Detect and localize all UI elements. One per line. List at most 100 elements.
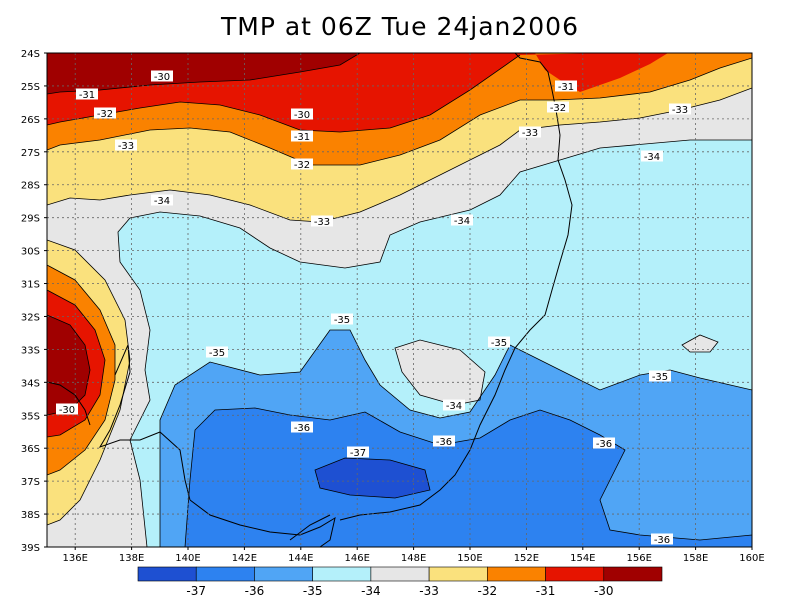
contour-label-bg <box>151 70 173 82</box>
colorbar-label: -36 <box>245 584 265 598</box>
lat-tick-label: 28S <box>21 181 40 192</box>
lon-tick-label: 136E <box>62 553 87 564</box>
colorbar-swatch <box>428 566 488 582</box>
contour-label-bg <box>291 158 313 170</box>
contour-label-bg <box>443 399 465 411</box>
contour-label-bg <box>151 194 173 206</box>
contour-line <box>117 139 752 547</box>
contour-label: -33 <box>672 105 688 116</box>
contour-label-bg <box>651 533 673 545</box>
contour-line <box>47 57 752 166</box>
contour-line <box>47 53 361 95</box>
colorbar-swatch <box>195 566 255 582</box>
contour-label-bg <box>547 101 569 113</box>
colorbar-label: -37 <box>186 584 206 598</box>
contour-label: -30 <box>294 110 310 121</box>
lat-tick-label: 31S <box>21 280 40 291</box>
colorbar-label: -31 <box>536 584 556 598</box>
lat-tick-label: 36S <box>21 444 40 455</box>
contour-label-bg <box>94 107 116 119</box>
contour-label: -36 <box>596 439 612 450</box>
contour-line <box>681 334 719 353</box>
contour-label: -34 <box>446 401 462 412</box>
contour-label-bg <box>311 215 333 227</box>
contour-label-layer: -30-31-32 -30-31-32-31-32-33-33-34-33-34-… <box>56 70 691 546</box>
longitude-axis: 136E 138E 140E 142E 144E 146E 148E 150E 152E 154E… <box>62 547 765 564</box>
contour-label-bg <box>669 103 691 115</box>
lat-tick-label: 38S <box>21 510 40 521</box>
contour-label: -35 <box>209 348 225 359</box>
lon-tick-label: 152E <box>514 553 539 564</box>
contour-label-bg <box>347 446 369 458</box>
contour-label-bg <box>451 214 473 226</box>
contour-label: -34 <box>454 216 470 227</box>
colorbar-label: -35 <box>303 584 323 598</box>
contour-line <box>47 289 106 438</box>
state-boundary <box>289 514 331 541</box>
contour-label: -34 <box>644 152 660 163</box>
lon-tick-label: 158E <box>683 553 708 564</box>
colorbar-label: -33 <box>419 584 439 598</box>
contour-label: -36 <box>294 423 310 434</box>
contour-label-bg <box>649 370 671 382</box>
colorbar-swatch <box>545 566 605 582</box>
colorbar: -37 -36 -35 -34 -33 -32 -31 -30 <box>137 566 663 598</box>
contour-label: -32 <box>294 160 310 171</box>
contour-label: -30 <box>59 405 75 416</box>
band-minus33-to-minus34 <box>395 340 485 405</box>
lat-tick-label: 25S <box>21 82 40 93</box>
lon-tick-label: 154E <box>570 553 595 564</box>
contour-label-bg <box>433 435 455 447</box>
contour-label: -34 <box>154 196 170 207</box>
lat-tick-label: 34S <box>21 378 40 389</box>
map-title: TMP at 06Z Tue 24jan2006 <box>220 12 579 41</box>
lon-tick-label: 146E <box>344 553 369 564</box>
contour-label-bg <box>291 130 313 142</box>
contour-label: -31 <box>558 82 574 93</box>
contour-label-bg <box>206 346 228 358</box>
colorbar-label: -34 <box>361 584 381 598</box>
contour-label: -33 <box>314 217 330 228</box>
lat-tick-label: 37S <box>21 477 40 488</box>
band-minus33-to-minus34 <box>682 335 718 352</box>
contour-label: -37 <box>350 448 366 459</box>
contour-label: -35 <box>491 338 507 349</box>
contour-line <box>184 407 752 547</box>
contour-label: -35 <box>652 372 668 383</box>
colorbar-swatch <box>254 566 313 582</box>
lat-tick-label: 33S <box>21 345 40 356</box>
lon-tick-label: 156E <box>626 553 651 564</box>
contour-line <box>47 239 131 526</box>
contour-label-bg <box>519 126 541 138</box>
contour-line <box>159 329 752 547</box>
contour-label-bg <box>331 313 353 325</box>
contour-label-bg <box>593 437 615 449</box>
lat-tick-label: 30S <box>21 247 40 258</box>
lat-tick-label: 29S <box>21 214 40 225</box>
contour-label-bg <box>555 80 577 92</box>
contour-line <box>314 457 431 499</box>
contour-label: -35 <box>334 315 350 326</box>
coastline <box>339 53 573 521</box>
band-below-minus30 <box>47 53 360 94</box>
contour-label: -32 <box>97 109 113 120</box>
colorbar-swatch <box>487 566 546 582</box>
contour-label: -36 <box>654 535 670 546</box>
colorbar-swatch <box>312 566 372 582</box>
colorbar-label: -30 <box>594 584 614 598</box>
latitude-axis: 24S 25S 26S 27S 28S 29S 30S 31S 32S 33S 34S 35S 36S 3… <box>21 49 47 554</box>
lat-tick-label: 24S <box>21 49 40 60</box>
lon-tick-label: 144E <box>288 553 313 564</box>
contour-line <box>394 339 486 406</box>
contour-label: -31 <box>294 132 310 143</box>
contour-line <box>47 264 116 476</box>
contour-label-bg <box>291 421 313 433</box>
colorbar-swatch <box>137 566 197 582</box>
lat-tick-label: 27S <box>21 148 40 159</box>
lon-tick-label: 140E <box>175 553 200 564</box>
contour-label-bg <box>488 336 510 348</box>
contour-label-bg <box>641 150 663 162</box>
lon-tick-label: 138E <box>119 553 144 564</box>
lon-tick-label: 150E <box>457 553 482 564</box>
